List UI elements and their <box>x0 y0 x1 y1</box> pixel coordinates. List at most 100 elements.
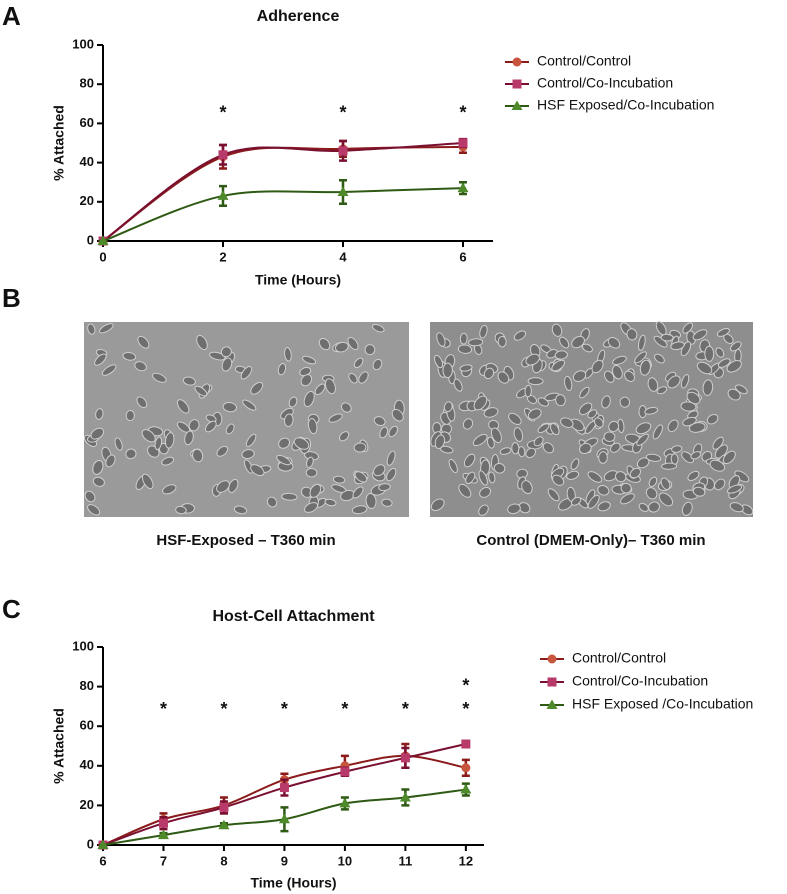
cell <box>436 332 446 347</box>
cell <box>726 484 743 494</box>
cell <box>371 324 385 333</box>
cell <box>486 436 495 449</box>
cell <box>483 407 499 418</box>
cell <box>603 431 616 443</box>
cell <box>619 396 631 408</box>
cell <box>430 498 445 512</box>
cell <box>184 430 194 446</box>
cell <box>154 436 163 451</box>
cell <box>225 423 235 435</box>
legend-label: HSF Exposed /Co-Incubation <box>572 696 753 712</box>
cell <box>134 361 147 372</box>
cell <box>281 492 298 501</box>
cell <box>572 370 587 382</box>
cell <box>493 462 506 474</box>
marker <box>157 829 169 840</box>
cell <box>137 335 150 349</box>
cell <box>266 496 278 508</box>
cell <box>729 502 744 513</box>
cell <box>637 334 646 351</box>
cell <box>593 417 604 428</box>
cell <box>358 371 369 384</box>
marker <box>218 819 230 830</box>
cell <box>524 384 532 398</box>
cell <box>302 355 317 365</box>
cell <box>277 363 287 376</box>
cell <box>276 454 291 466</box>
cell <box>175 505 187 515</box>
cell <box>497 335 507 348</box>
cell <box>332 475 346 484</box>
cell <box>388 425 398 438</box>
cell <box>555 394 566 407</box>
cell <box>716 328 730 337</box>
cell <box>204 420 217 433</box>
cell <box>712 436 724 450</box>
cell <box>648 501 660 513</box>
cell <box>365 493 377 509</box>
cell <box>688 422 706 433</box>
cell <box>639 359 651 376</box>
cell <box>278 437 291 449</box>
cell <box>656 386 668 395</box>
cell <box>99 323 114 334</box>
cell <box>462 418 474 430</box>
cell <box>378 483 391 492</box>
panel-label: B <box>2 283 21 313</box>
cell <box>578 402 593 416</box>
cell <box>233 505 248 515</box>
cell <box>490 427 502 444</box>
cell <box>463 453 476 468</box>
cell <box>511 442 520 455</box>
cell <box>597 501 611 512</box>
legend-label: Control/Co-Incubation <box>572 673 708 689</box>
marker <box>339 797 351 808</box>
cell <box>339 431 350 442</box>
cell <box>386 450 396 466</box>
legend-label: HSF Exposed/Co-Incubation <box>537 97 714 113</box>
x-tick-label: 7 <box>160 853 167 868</box>
cell <box>682 322 694 334</box>
cell <box>652 424 663 440</box>
cell <box>692 486 706 497</box>
cell <box>443 401 453 413</box>
cell <box>629 467 642 479</box>
cell <box>680 401 697 412</box>
cell <box>352 486 364 499</box>
cell <box>614 471 627 483</box>
micrograph <box>430 321 754 517</box>
cell <box>221 357 233 372</box>
legend-marker <box>546 699 558 709</box>
cell <box>379 426 389 439</box>
cell <box>533 436 544 447</box>
cell <box>554 350 568 360</box>
cell <box>84 490 96 503</box>
cell <box>94 353 107 366</box>
cell <box>551 323 563 337</box>
cell <box>542 442 555 454</box>
marker <box>458 138 468 148</box>
cell <box>293 437 310 450</box>
cell <box>634 351 647 364</box>
cell <box>340 402 352 413</box>
cell <box>90 427 105 440</box>
cell <box>92 459 104 475</box>
cell <box>216 480 230 493</box>
cell <box>364 344 376 356</box>
cell <box>598 451 608 464</box>
marker <box>338 146 348 156</box>
cell <box>188 419 200 432</box>
cell <box>564 375 573 391</box>
cell <box>648 476 658 487</box>
cell <box>488 471 496 484</box>
cell <box>87 323 96 335</box>
y-tick-label: 20 <box>80 193 94 208</box>
y-tick-label: 60 <box>80 718 94 733</box>
cell <box>324 378 336 395</box>
cell <box>660 333 674 342</box>
chart-title: Adherence <box>257 8 340 25</box>
marker <box>460 784 472 794</box>
cell <box>706 413 719 425</box>
cell <box>192 448 204 463</box>
